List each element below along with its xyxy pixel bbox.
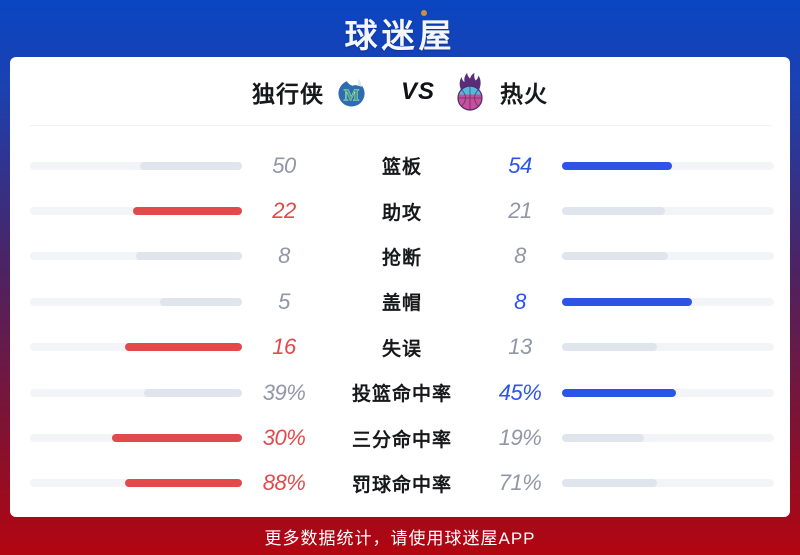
stat-row: 8 抢断 8 xyxy=(10,234,790,279)
stat-row: 88% 罚球命中率 71% xyxy=(10,461,790,506)
stat-row: 39% 投篮命中率 45% xyxy=(10,370,790,415)
home-bar-track xyxy=(30,252,242,261)
away-bar-track xyxy=(562,388,774,397)
away-bar-fill xyxy=(562,479,657,488)
home-value: 30% xyxy=(262,425,306,451)
away-value: 21 xyxy=(508,198,532,224)
home-bar-fill xyxy=(136,252,242,261)
home-bar-track xyxy=(30,161,242,170)
home-value: 22 xyxy=(272,198,296,224)
away-bar-fill xyxy=(562,207,666,216)
home-bar-fill xyxy=(140,161,242,170)
away-bar-fill xyxy=(562,343,657,352)
away-value: 54 xyxy=(508,152,532,178)
home-bar-track xyxy=(30,479,242,488)
away-value: 8 xyxy=(514,288,526,314)
away-bar-track xyxy=(562,297,774,306)
match-header: 独行侠 M VS xyxy=(10,57,790,127)
stat-row: 22 助攻 21 xyxy=(10,188,790,233)
app-logo: 球迷屋 xyxy=(344,17,456,54)
home-bar-track xyxy=(30,434,242,443)
away-bar-track xyxy=(562,343,774,352)
home-bar-track xyxy=(30,343,242,352)
stat-row: 5 盖帽 8 xyxy=(10,279,790,324)
stat-row: 50 篮板 54 xyxy=(10,143,790,188)
svg-text:M: M xyxy=(344,85,360,104)
home-bar-fill xyxy=(124,343,242,352)
home-team-name: 独行侠 xyxy=(251,81,324,107)
home-bar-fill xyxy=(124,479,242,488)
away-bar-fill xyxy=(562,252,668,261)
heat-logo-icon xyxy=(455,72,485,112)
away-value: 45% xyxy=(498,379,542,405)
home-bar-fill xyxy=(112,434,242,443)
mavericks-logo-icon: M xyxy=(336,76,367,108)
stat-label: 罚球命中率 xyxy=(351,474,452,496)
stat-label: 盖帽 xyxy=(381,293,422,315)
home-value: 5 xyxy=(278,288,290,314)
stat-label: 助攻 xyxy=(381,202,422,224)
away-bar-track xyxy=(562,161,774,170)
home-value: 16 xyxy=(272,334,296,360)
away-value: 8 xyxy=(514,243,526,269)
stat-label: 篮板 xyxy=(381,157,422,179)
home-value: 50 xyxy=(272,152,296,178)
away-value: 71% xyxy=(498,470,542,496)
away-bar-track xyxy=(562,434,774,443)
footer-note: 更多数据统计，请使用球迷屋APP xyxy=(264,529,536,548)
stat-label: 抢断 xyxy=(381,247,422,269)
stats-card: 独行侠 M VS xyxy=(10,57,790,517)
logo-dot-icon xyxy=(421,10,427,16)
away-value: 13 xyxy=(508,334,532,360)
away-bar-track xyxy=(562,207,774,216)
home-value: 39% xyxy=(262,379,306,405)
away-bar-fill xyxy=(562,388,676,397)
away-bar-track xyxy=(562,252,774,261)
home-value: 88% xyxy=(262,470,306,496)
stat-row: 30% 三分命中率 19% xyxy=(10,415,790,460)
home-bar-fill xyxy=(133,207,242,216)
home-bar-fill xyxy=(160,297,242,306)
home-bar-fill xyxy=(143,388,242,397)
header-divider xyxy=(30,125,772,126)
home-value: 8 xyxy=(278,243,290,269)
home-bar-track xyxy=(30,297,242,306)
away-bar-fill xyxy=(562,161,673,170)
stat-row: 16 失误 13 xyxy=(10,325,790,370)
vs-label: VS xyxy=(400,78,435,105)
home-bar-track xyxy=(30,207,242,216)
home-bar-track xyxy=(30,388,242,397)
away-bar-track xyxy=(562,479,774,488)
stat-label: 投篮命中率 xyxy=(351,384,452,406)
stat-label: 三分命中率 xyxy=(351,429,452,451)
away-team-name: 热火 xyxy=(500,81,548,107)
stat-label: 失误 xyxy=(381,338,422,360)
away-value: 19% xyxy=(498,425,542,451)
away-bar-fill xyxy=(562,434,645,443)
away-bar-fill xyxy=(562,297,693,306)
stats-rows: 50 篮板 54 22 助攻 21 8 抢断 8 xyxy=(10,143,790,506)
